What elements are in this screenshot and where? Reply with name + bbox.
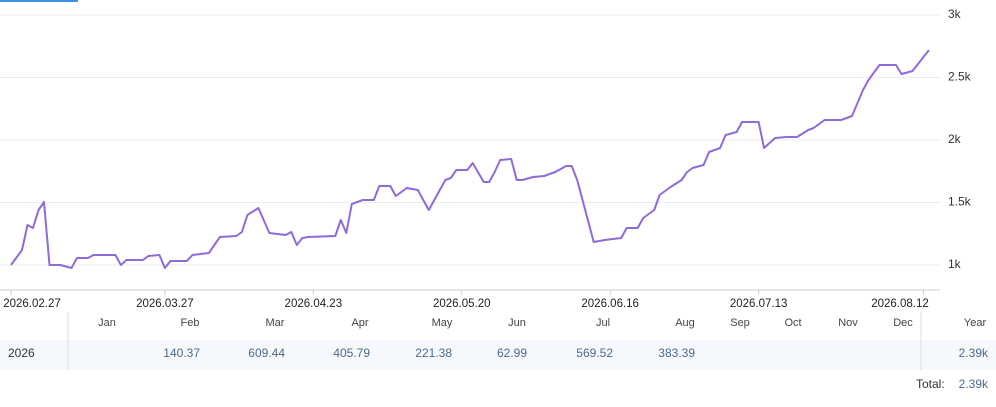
cell-value: 569.52: [576, 346, 613, 360]
price-line: [10, 49, 930, 269]
month-header: Jun: [508, 317, 526, 329]
x-tick-label: 2026.06.16: [581, 298, 639, 310]
x-tick-label: 2026.08.12: [871, 298, 929, 310]
cell-value: 383.39: [658, 346, 695, 360]
cell-value: 140.37: [163, 346, 200, 360]
month-header: Aug: [675, 317, 695, 329]
month-header: May: [432, 317, 453, 329]
x-tick-label: 2026.04.23: [285, 298, 343, 310]
month-header: Jul: [596, 317, 610, 329]
month-header: Mar: [266, 317, 285, 329]
row-year: 2.39k: [959, 346, 989, 360]
month-header: Sep: [730, 317, 750, 329]
month-header: Dec: [893, 317, 913, 329]
x-tick-label: 2026.02.27: [3, 298, 61, 310]
month-header: Nov: [838, 317, 858, 329]
y-tick-label: 2k: [948, 132, 962, 146]
month-header: Apr: [351, 317, 368, 329]
cell-value: 609.44: [248, 346, 285, 360]
tab-indicator: [0, 0, 78, 2]
year-header: Year: [964, 317, 987, 329]
y-tick-label: 1.5k: [948, 195, 972, 209]
y-tick-label: 2.5k: [948, 70, 972, 84]
total-label: Total:: [916, 377, 945, 391]
cell-value: 221.38: [415, 346, 452, 360]
y-tick-label: 3k: [948, 7, 962, 21]
x-tick-label: 2026.07.13: [730, 298, 788, 310]
cell-value: 62.99: [497, 346, 527, 360]
row-label: 2026: [8, 346, 35, 360]
cell-value: 405.79: [333, 346, 370, 360]
month-header: Jan: [98, 317, 116, 329]
month-header: Oct: [784, 317, 801, 329]
x-tick-label: 2026.05.20: [433, 298, 491, 310]
row-background: [0, 340, 996, 370]
y-tick-label: 1k: [948, 257, 962, 271]
x-tick-label: 2026.03.27: [136, 298, 194, 310]
total-value: 2.39k: [959, 377, 989, 391]
month-header: Feb: [181, 317, 200, 329]
